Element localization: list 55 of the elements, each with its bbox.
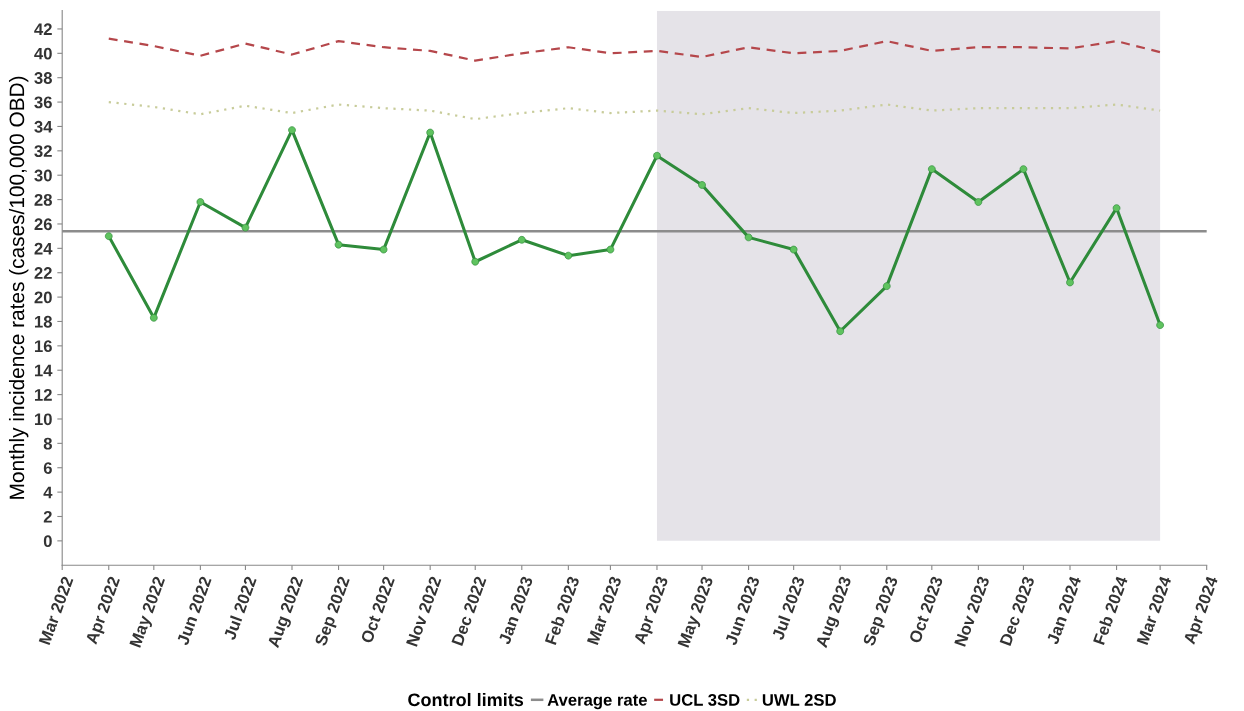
y-tick-label: 6 xyxy=(43,462,52,474)
x-tick-label: Jul 2023 xyxy=(771,575,805,641)
y-tick-label: 34 xyxy=(34,120,53,133)
y-tick-label: 8 xyxy=(43,437,52,450)
x-tick-label: Aug 2023 xyxy=(815,575,855,650)
y-tick-label: 16 xyxy=(34,340,52,353)
y-tick-label: 40 xyxy=(34,47,52,60)
y-tick-label: 2 xyxy=(43,510,52,523)
x-tick-label: Mar 2024 xyxy=(1136,575,1172,646)
y-tick-label: 28 xyxy=(34,193,52,206)
y-tick-label: 14 xyxy=(34,364,53,377)
x-tick-label: Apr 2023 xyxy=(633,575,672,647)
x-tick-label: Oct 2023 xyxy=(908,575,944,644)
legend-label: UWL 2SD xyxy=(762,694,836,706)
x-tick-label: Mar 2022 xyxy=(38,575,74,646)
y-tick-label: 18 xyxy=(34,315,52,328)
legend-title: Control limits xyxy=(408,692,524,707)
y-tick-label: 12 xyxy=(34,389,52,401)
line-series xyxy=(107,37,1162,62)
x-tick-label: Feb 2023 xyxy=(544,575,580,646)
line-series xyxy=(107,100,1162,121)
legend-label: Average rate xyxy=(547,694,647,710)
x-tick-label: Oct 2022 xyxy=(360,575,395,644)
y-tick-label: 32 xyxy=(34,145,52,158)
x-tick-label: Dec 2022 xyxy=(451,575,487,647)
y-tick-label: 24 xyxy=(34,242,53,255)
x-tick-label: Sep 2022 xyxy=(314,575,353,648)
x-tick-label: Apr 2022 xyxy=(85,575,124,647)
y-tick-label: 4 xyxy=(43,486,53,499)
x-tick-label: Apr 2024 xyxy=(1183,575,1222,647)
x-tick-label: Jul 2022 xyxy=(223,575,257,641)
y-tick-label: 36 xyxy=(34,96,52,109)
y-tick-label: 42 xyxy=(34,23,52,35)
legend-label: UCL 3SD xyxy=(670,694,740,706)
x-tick-label: Nov 2022 xyxy=(405,575,442,647)
y-tick-label: 0 xyxy=(43,535,52,548)
x-tick-label: Aug 2022 xyxy=(267,575,307,650)
y-tick-label: 30 xyxy=(34,169,52,182)
x-tick-label: Jan 2024 xyxy=(1046,575,1082,646)
x-tick-label: Nov 2023 xyxy=(954,575,990,647)
x-tick-label: May 2022 xyxy=(129,575,169,649)
y-tick-label: 20 xyxy=(34,291,52,304)
y-axis-title: Monthly incidence rates (cases/100,000 OBD) xyxy=(8,76,29,499)
x-tick-label: May 2023 xyxy=(677,575,717,649)
x-tick-label: Jun 2023 xyxy=(724,575,760,646)
x-tick-label: Feb 2024 xyxy=(1092,575,1129,646)
y-tick-label: 22 xyxy=(34,267,52,279)
y-tick-label: 26 xyxy=(34,218,52,231)
x-tick-label: Jun 2022 xyxy=(176,575,212,646)
x-tick-label: Sep 2023 xyxy=(862,575,902,648)
x-tick-label: Mar 2023 xyxy=(586,575,622,646)
y-tick-label: 38 xyxy=(34,72,52,84)
x-tick-label: Jan 2023 xyxy=(498,575,534,646)
x-tick-label: Dec 2023 xyxy=(999,575,1035,647)
y-tick-label: 10 xyxy=(34,413,52,426)
